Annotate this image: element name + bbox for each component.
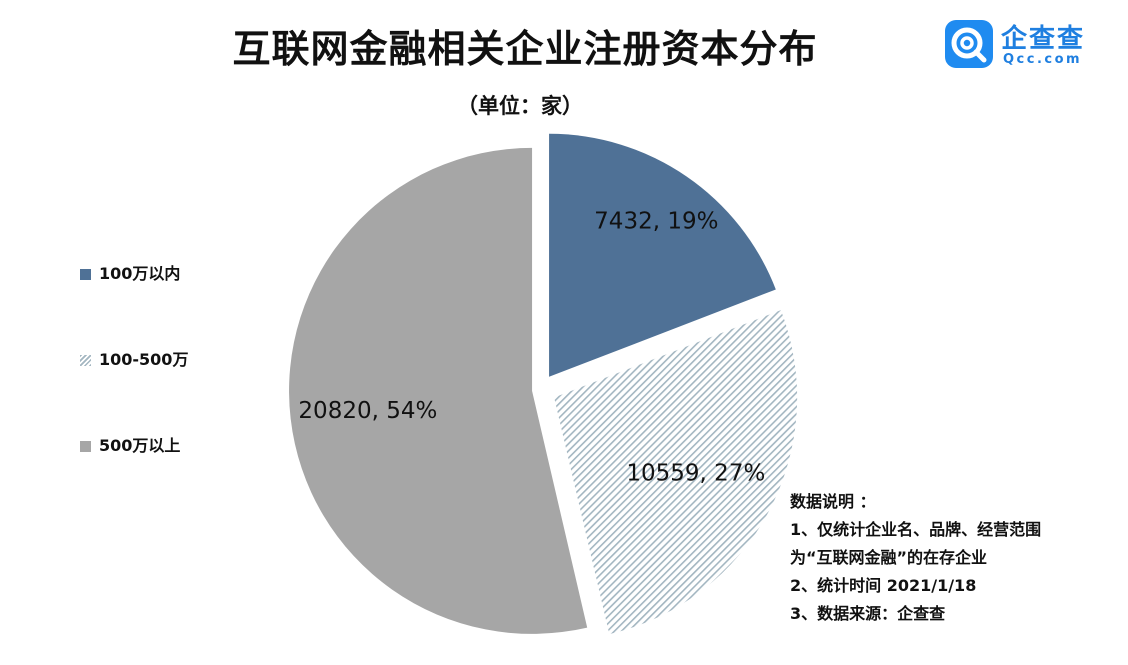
pie-slice-under-100 — [549, 133, 776, 377]
logo-name: 企查查 — [1001, 24, 1086, 54]
legend-label: 500万以上 — [99, 436, 181, 455]
pie-slice-100-500 — [554, 310, 798, 635]
qcc-logo-icon — [945, 20, 993, 68]
note-line: 3、数据来源：企查查 — [790, 604, 946, 623]
legend-item-over-500: 500万以上 — [80, 432, 180, 456]
pie-slice-over-500 — [289, 147, 588, 634]
legend-swatch-icon — [80, 441, 91, 452]
chart-title: 互联网金融相关企业注册资本分布 — [232, 27, 818, 71]
slice-data-label: 7432, 19% — [594, 209, 718, 235]
data-notes: 数据说明 ： 1、仅统计企业名、品牌、经营范围 为“互联网金融”的在存企业 2、… — [790, 488, 1041, 628]
slice-data-label: 10559, 27% — [626, 461, 765, 487]
logo-url: Qcc.com — [1003, 52, 1083, 67]
legend-item-under-100: 100万以内 — [80, 260, 180, 284]
legend-label: 100-500万 — [99, 350, 189, 369]
slice-data-label: 20820, 54% — [298, 398, 437, 424]
brand-logo: 企查查 Qcc.com — [945, 18, 1095, 70]
legend-item-100-500: 100-500万 — [80, 346, 188, 370]
note-line: 1、仅统计企业名、品牌、经营范围 — [790, 520, 1042, 539]
legend-swatch-icon — [80, 269, 91, 280]
note-line: 为“互联网金融”的在存企业 — [790, 548, 988, 567]
chart-subtitle: （单位：家） — [457, 94, 583, 118]
legend-label: 100万以内 — [99, 264, 181, 283]
note-line: 2、统计时间 2021/1/18 — [790, 576, 977, 595]
legend-swatch-icon — [80, 355, 91, 366]
note-line: 数据说明 ： — [790, 492, 876, 511]
